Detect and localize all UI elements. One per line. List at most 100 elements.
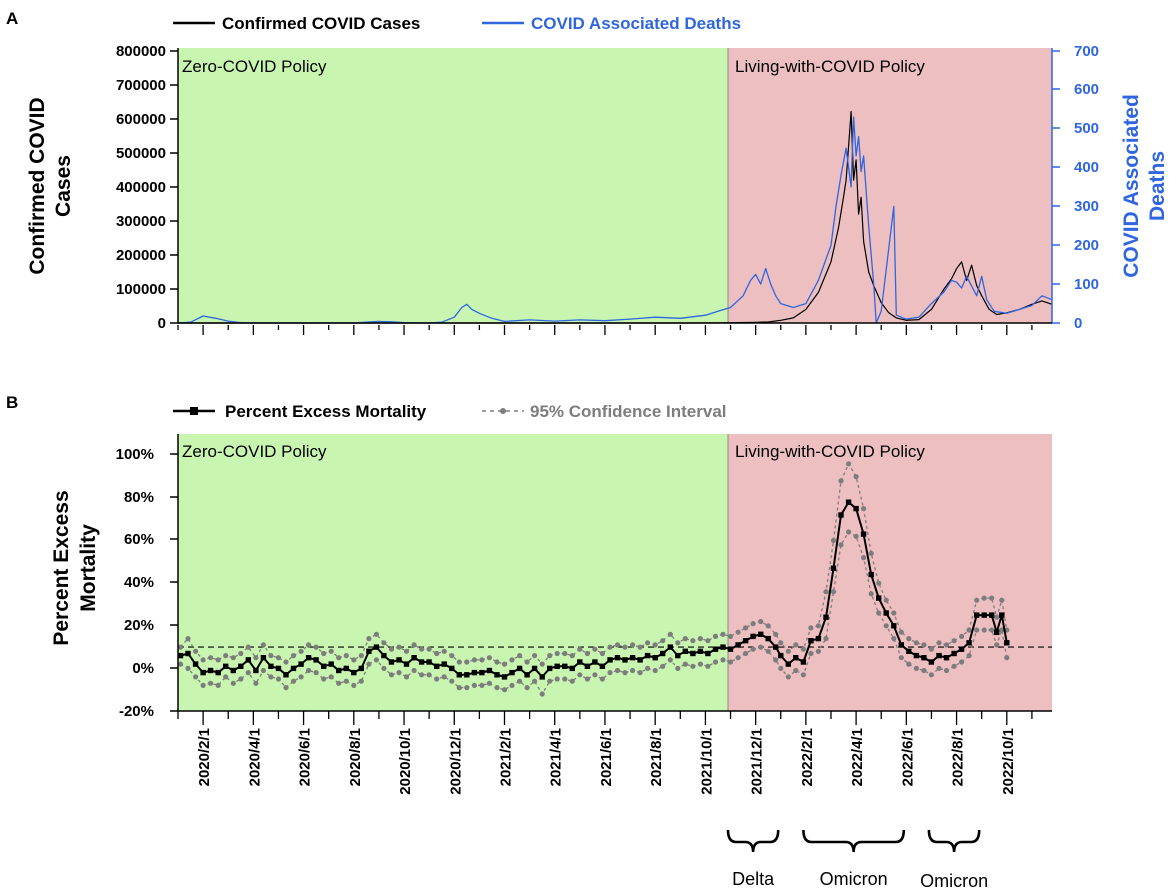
x-tick-label: 2020/12/1 [447, 728, 464, 795]
ci-point [283, 685, 289, 691]
ci-point [456, 659, 462, 665]
excess-point [238, 663, 244, 669]
excess-point [336, 667, 342, 674]
ci-point [966, 653, 972, 659]
ytick-left-label: 800000 [116, 43, 166, 60]
ci-point [607, 644, 613, 650]
ci-point [614, 642, 621, 648]
ci-point [321, 676, 327, 682]
excess-point [989, 612, 995, 618]
excess-point [245, 657, 251, 663]
ci-point [951, 663, 957, 669]
ci-point [660, 663, 666, 669]
ci-point [275, 676, 282, 682]
ci-point [313, 644, 319, 650]
ci-point [253, 655, 259, 661]
ytick-left-label: 0 [158, 315, 166, 332]
ci-point [260, 642, 266, 648]
ytick-b-label: 100% [116, 446, 154, 463]
ci-point [846, 461, 852, 467]
ci-point [690, 663, 696, 669]
ci-point [411, 642, 417, 648]
excess-point [554, 663, 560, 669]
ci-point [388, 672, 395, 678]
x-tick-label: 2020/8/1 [347, 728, 364, 786]
ci-point [434, 650, 440, 657]
excess-point [358, 665, 364, 672]
x-tick-label: 2020/6/1 [297, 728, 314, 786]
ci-point [298, 674, 304, 680]
ci-point [494, 685, 500, 691]
ci-point [652, 667, 658, 674]
panel-a: A Confirmed COVID Cases COVID Associated… [6, 9, 1169, 335]
ci-point [275, 655, 282, 661]
living-covid-label-a: Living-with-COVID Policy [735, 57, 925, 76]
ytick-left-label: 100000 [116, 281, 166, 298]
ci-point [823, 636, 829, 642]
excess-point [418, 659, 425, 665]
ci-point [524, 685, 530, 691]
x-tick-label: 2022/10/1 [1000, 728, 1017, 795]
excess-point [765, 635, 771, 642]
ci-point [517, 678, 523, 684]
ytick-left-6: 600000 [116, 111, 178, 128]
ci-point [758, 644, 764, 650]
ci-point [193, 648, 199, 654]
ytick-left-label: 400000 [116, 179, 166, 196]
ytick-left-4: 400000 [116, 179, 178, 196]
excess-point [778, 652, 784, 659]
ci-point [793, 642, 799, 648]
excess-point [471, 669, 478, 676]
ci-point [208, 655, 214, 661]
excess-point [883, 610, 889, 616]
variant-bracket [802, 829, 906, 853]
excess-point [815, 635, 822, 642]
excess-point [675, 652, 681, 659]
panel-b-letter: B [6, 393, 18, 412]
excess-point [808, 638, 814, 644]
excess-point [994, 629, 1000, 635]
excess-point [936, 652, 942, 659]
ci-point [793, 667, 799, 674]
ylabel-right-a-line2: Deaths [1146, 151, 1169, 221]
ytick-b-label: -20% [119, 703, 154, 720]
ci-point [989, 627, 995, 633]
ytick-b-label: 60% [124, 531, 154, 548]
ci-point [539, 661, 545, 667]
ytick-right-1: 100 [1052, 276, 1099, 293]
excess-point [913, 652, 920, 659]
ci-point [974, 627, 980, 633]
ci-point [735, 655, 741, 661]
variant-label: Delta [732, 869, 775, 889]
excess-point [456, 672, 462, 678]
ci-point [981, 627, 987, 633]
ci-point [449, 653, 455, 659]
excess-point [223, 663, 229, 669]
ci-point [306, 667, 312, 674]
excess-point [298, 661, 304, 667]
ci-point [667, 631, 673, 637]
ci-point [494, 659, 500, 665]
ci-point [185, 636, 191, 642]
ci-point [381, 640, 387, 646]
excess-point [366, 648, 372, 654]
ci-point [366, 636, 372, 642]
ci-point [921, 667, 927, 674]
ci-point [898, 629, 904, 635]
ytick-right-label: 100 [1074, 276, 1099, 293]
ci-point [697, 661, 704, 667]
ci-point [943, 642, 950, 648]
excess-point [577, 659, 583, 665]
ci-point [705, 638, 711, 644]
ci-point [758, 618, 764, 625]
ci-point [230, 680, 236, 686]
ytick-right-3: 300 [1052, 198, 1099, 215]
ci-point [800, 672, 807, 678]
living-covid-label-b: Living-with-COVID Policy [735, 442, 925, 461]
legend-ci-marker [500, 408, 506, 414]
ci-point [471, 682, 477, 689]
ci-point [238, 676, 244, 682]
excess-series [177, 499, 1010, 680]
ci-point [509, 657, 515, 663]
ci-point [396, 644, 402, 650]
